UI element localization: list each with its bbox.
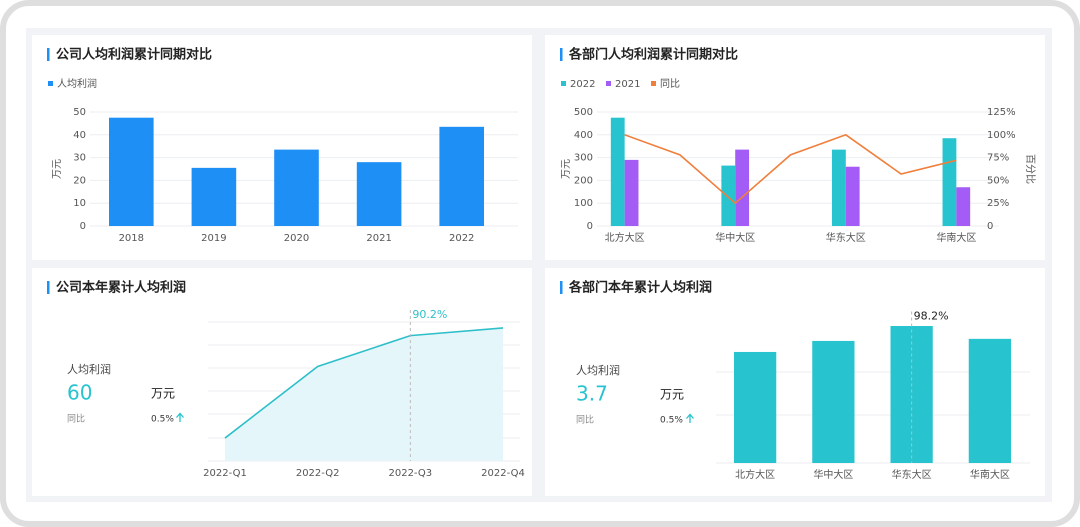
title-marker xyxy=(560,281,563,294)
y-tick-label: 400 xyxy=(574,130,593,141)
panel-title: 各部门本年累计人均利润 xyxy=(568,280,712,296)
x-tick-label: 华南大区 xyxy=(970,468,1010,481)
x-tick-label: 2020 xyxy=(284,233,309,244)
kpi-unit: 万元 xyxy=(660,388,684,402)
panel-title: 公司人均利润累计同期对比 xyxy=(56,47,212,63)
bar xyxy=(812,340,855,463)
panel-title: 公司本年累计人均利润 xyxy=(56,280,186,296)
y-tick-label: 500 xyxy=(574,107,593,118)
x-tick-label: 2022 xyxy=(449,233,474,244)
x-tick-label: 北方大区 xyxy=(735,468,775,481)
line xyxy=(624,133,957,205)
bar xyxy=(831,149,846,226)
bar xyxy=(942,138,957,226)
x-tick-label: 华中大区 xyxy=(813,468,853,481)
y-axis-label: 万元 xyxy=(561,159,572,179)
y-tick-label: 100 xyxy=(574,198,593,209)
x-tick-label: 北方大区 xyxy=(605,231,645,244)
panel xyxy=(545,268,1045,496)
title-marker xyxy=(560,48,563,61)
bar xyxy=(721,165,736,226)
x-tick-label: 华东大区 xyxy=(826,231,866,244)
legend-swatch xyxy=(606,81,611,86)
legend-label: 人均利润 xyxy=(57,77,97,90)
bar xyxy=(191,167,237,226)
bar xyxy=(890,326,933,463)
y-tick-label: 0 xyxy=(587,221,593,232)
kpi-change-label: 同比 xyxy=(67,413,85,425)
y-tick-label: 40 xyxy=(73,130,86,141)
bar xyxy=(735,149,750,226)
y-tick-label: 300 xyxy=(574,153,593,164)
bar xyxy=(624,159,639,226)
bar xyxy=(733,351,777,463)
x-tick-label: 2022-Q3 xyxy=(388,468,432,479)
panel-title: 各部门人均利润累计同期对比 xyxy=(568,47,738,63)
kpi-unit: 万元 xyxy=(151,387,175,401)
x-tick-label: 2022-Q2 xyxy=(296,468,340,479)
kpi-label: 人均利润 xyxy=(67,362,111,376)
bar xyxy=(610,117,625,226)
x-tick-label: 华东大区 xyxy=(892,468,932,481)
y2-tick-label: 25% xyxy=(987,198,1009,209)
bar xyxy=(956,187,971,226)
value-label: 90.2% xyxy=(412,308,447,321)
line xyxy=(224,327,504,439)
x-tick-label: 2022-Q4 xyxy=(481,468,525,479)
bar xyxy=(439,126,485,226)
y2-tick-label: 0 xyxy=(987,221,993,232)
area xyxy=(225,327,503,461)
legend-label: 2021 xyxy=(615,79,640,90)
legend-label: 2022 xyxy=(570,79,595,90)
x-tick-label: 2021 xyxy=(366,233,391,244)
kpi-change: 0.5% xyxy=(660,416,683,426)
bar xyxy=(274,149,319,226)
kpi-label: 人均利润 xyxy=(576,363,620,377)
y2-tick-label: 100% xyxy=(987,130,1016,141)
bar xyxy=(845,166,860,226)
up-arrow xyxy=(176,412,184,422)
y-tick-label: 10 xyxy=(73,198,86,209)
legend-swatch xyxy=(48,81,53,86)
x-tick-label: 华中大区 xyxy=(715,231,755,244)
x-tick-label: 2018 xyxy=(119,233,144,244)
kpi-value: 60 xyxy=(67,381,92,405)
y2-axis-label: 百分比 xyxy=(1024,154,1036,184)
y2-tick-label: 125% xyxy=(987,107,1016,118)
bar xyxy=(968,338,1012,463)
bar xyxy=(356,162,402,226)
x-tick-label: 2022-Q1 xyxy=(203,468,247,479)
up-arrow xyxy=(686,413,694,423)
bar xyxy=(108,117,154,226)
title-marker xyxy=(47,281,50,294)
legend-swatch xyxy=(651,81,656,86)
y-axis-label: 万元 xyxy=(52,159,63,179)
y-tick-label: 20 xyxy=(73,175,86,186)
title-marker xyxy=(47,48,50,61)
kpi-change: 0.5% xyxy=(151,415,174,425)
y2-tick-label: 50% xyxy=(987,175,1009,186)
y-tick-label: 0 xyxy=(80,221,86,232)
x-tick-label: 2019 xyxy=(201,233,226,244)
y-tick-label: 30 xyxy=(73,153,86,164)
kpi-value: 3.7 xyxy=(576,382,608,406)
legend-label: 同比 xyxy=(660,78,680,90)
kpi-change-label: 同比 xyxy=(576,414,594,426)
y-tick-label: 200 xyxy=(574,175,593,186)
x-tick-label: 华南大区 xyxy=(936,231,976,244)
y2-tick-label: 75% xyxy=(987,153,1009,164)
y-tick-label: 50 xyxy=(73,107,86,118)
legend-swatch xyxy=(561,81,566,86)
value-label: 98.2% xyxy=(914,310,949,323)
